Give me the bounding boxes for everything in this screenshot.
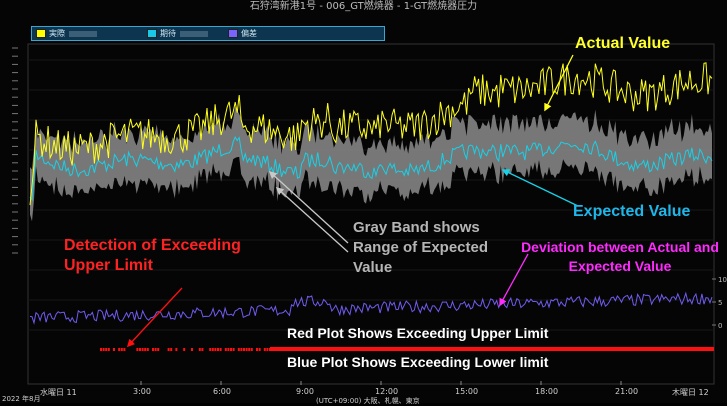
annotation-red-plot: Red Plot Shows Exceeding Upper Limit xyxy=(287,325,549,341)
exceed-upper-marker xyxy=(217,348,219,351)
exceed-upper-marker xyxy=(154,348,157,351)
arrow-actual xyxy=(544,54,574,112)
exceed-upper-marker xyxy=(227,348,230,351)
annotation-detection-line-1: Detection of Exceeding xyxy=(64,237,241,254)
right-axis-label: 10 xyxy=(718,276,727,284)
x-tick-label: 9:00 xyxy=(296,387,314,396)
redacted-block xyxy=(69,30,97,37)
annotation-actual-value: Actual Value xyxy=(575,35,671,52)
exceed-upper-marker xyxy=(250,348,253,351)
exceed-upper-marker xyxy=(245,348,248,351)
exceed-upper-marker xyxy=(248,348,251,351)
exceed-upper-marker xyxy=(230,348,232,351)
legend-swatch-deviation xyxy=(228,29,238,38)
exceed-upper-marker xyxy=(157,348,160,351)
exceed-upper-marker xyxy=(113,348,115,351)
exceed-upper-run xyxy=(270,347,714,351)
exceed-upper-marker xyxy=(144,348,147,351)
legend-item-actual[interactable]: 実際 xyxy=(36,28,97,39)
exceed-upper-marker xyxy=(237,348,240,351)
expected-value-line xyxy=(29,135,713,202)
arrow-deviation xyxy=(499,253,529,307)
x-tick-label: 水曜日 11 xyxy=(40,388,77,397)
arrow-expected xyxy=(501,169,579,207)
exceed-upper-marker xyxy=(243,348,245,351)
x-tick-label: 木曜日 12 xyxy=(672,388,709,397)
redacted-block xyxy=(180,30,208,37)
arrow-gray-band-upper xyxy=(268,170,349,244)
deviation-line xyxy=(29,291,713,325)
legend-label-expected: 期待 xyxy=(160,29,176,38)
exceed-upper-marker xyxy=(258,348,261,351)
exceed-upper-marker xyxy=(146,348,149,351)
legend-item-expected[interactable]: 期待 xyxy=(147,28,208,39)
exceed-upper-marker xyxy=(266,348,269,351)
annotation-detection-line-2: Upper Limit xyxy=(64,257,153,274)
x-tick-label: 12:00 xyxy=(375,387,399,396)
exceed-upper-marker xyxy=(152,348,154,351)
exceed-upper-marker xyxy=(175,348,178,351)
annotation-gray-line-1: Gray Band shows xyxy=(353,219,480,236)
exceed-upper-marker xyxy=(240,348,243,351)
year-label: 2022 年8月 xyxy=(2,395,41,403)
exceed-upper-marker xyxy=(105,348,108,351)
timezone-note: (UTC+09:00) 大阪、札幌、東京 xyxy=(316,397,420,405)
legend-item-deviation[interactable]: 偏差 xyxy=(228,28,257,39)
exceed-upper-marker xyxy=(201,348,204,351)
exceed-upper-marker xyxy=(123,348,126,351)
exceed-upper-marker xyxy=(102,348,105,351)
exceed-upper-marker xyxy=(141,348,144,351)
exceed-upper-marker xyxy=(214,348,217,351)
x-tick-label: 6:00 xyxy=(213,387,231,396)
exceed-upper-marker xyxy=(224,348,227,351)
exceed-upper-marker xyxy=(211,348,214,351)
x-tick-label: 18:00 xyxy=(535,387,559,396)
annotation-gray-band: Gray Band shows Range of Expected Value xyxy=(353,218,488,278)
legend-label-actual: 実際 xyxy=(49,29,65,38)
exceed-upper-marker xyxy=(198,348,201,351)
legend-swatch-expected xyxy=(147,29,157,38)
exceed-upper-marker xyxy=(219,348,222,351)
right-axis-label: 0 xyxy=(718,322,722,330)
actual-value-line xyxy=(29,62,713,206)
annotation-deviation: Deviation between Actual and Expected Va… xyxy=(521,239,719,274)
annotation-gray-line-2: Range of Expected xyxy=(353,239,489,256)
plot-frame xyxy=(27,43,715,385)
legend-label-deviation: 偏差 xyxy=(241,29,257,38)
exceed-upper-marker xyxy=(167,348,170,351)
exceed-upper-marker xyxy=(256,348,258,351)
annotation-detection: Detection of Exceeding Upper Limit xyxy=(64,236,241,276)
arrow-gray-band-lower xyxy=(275,186,349,253)
exceed-upper-marker xyxy=(139,348,141,351)
arrow-detection xyxy=(126,287,183,348)
annotation-gray-line-3: Value xyxy=(353,259,393,276)
annotation-expected-value: Expected Value xyxy=(573,203,691,220)
window-title: 石狩湾新港1号 - 006_GT燃焼器 - 1-GT燃焼器圧力 xyxy=(249,1,478,12)
exceed-upper-marker xyxy=(118,348,121,351)
x-tick-label: 3:00 xyxy=(133,387,151,396)
exceed-upper-marker xyxy=(120,348,123,351)
right-axis-label: 5 xyxy=(718,299,722,307)
x-tick-label: 21:00 xyxy=(615,387,639,396)
exceed-upper-marker xyxy=(136,348,139,351)
annotation-blue-plot: Blue Plot Shows Exceeding Lower limit xyxy=(287,354,549,370)
exceed-upper-marker xyxy=(170,348,173,351)
legend[interactable]: 実際 期待 偏差 xyxy=(31,26,385,41)
exceed-upper-marker xyxy=(209,348,212,351)
exceed-upper-marker xyxy=(191,348,193,351)
legend-swatch-actual xyxy=(36,29,46,38)
exceed-upper-marker xyxy=(183,348,186,351)
exceed-upper-marker xyxy=(100,348,102,351)
exceed-upper-marker xyxy=(107,348,110,351)
exceed-upper-marker xyxy=(263,348,266,351)
exceed-upper-marker xyxy=(232,348,235,351)
x-tick-label: 15:00 xyxy=(455,387,479,396)
